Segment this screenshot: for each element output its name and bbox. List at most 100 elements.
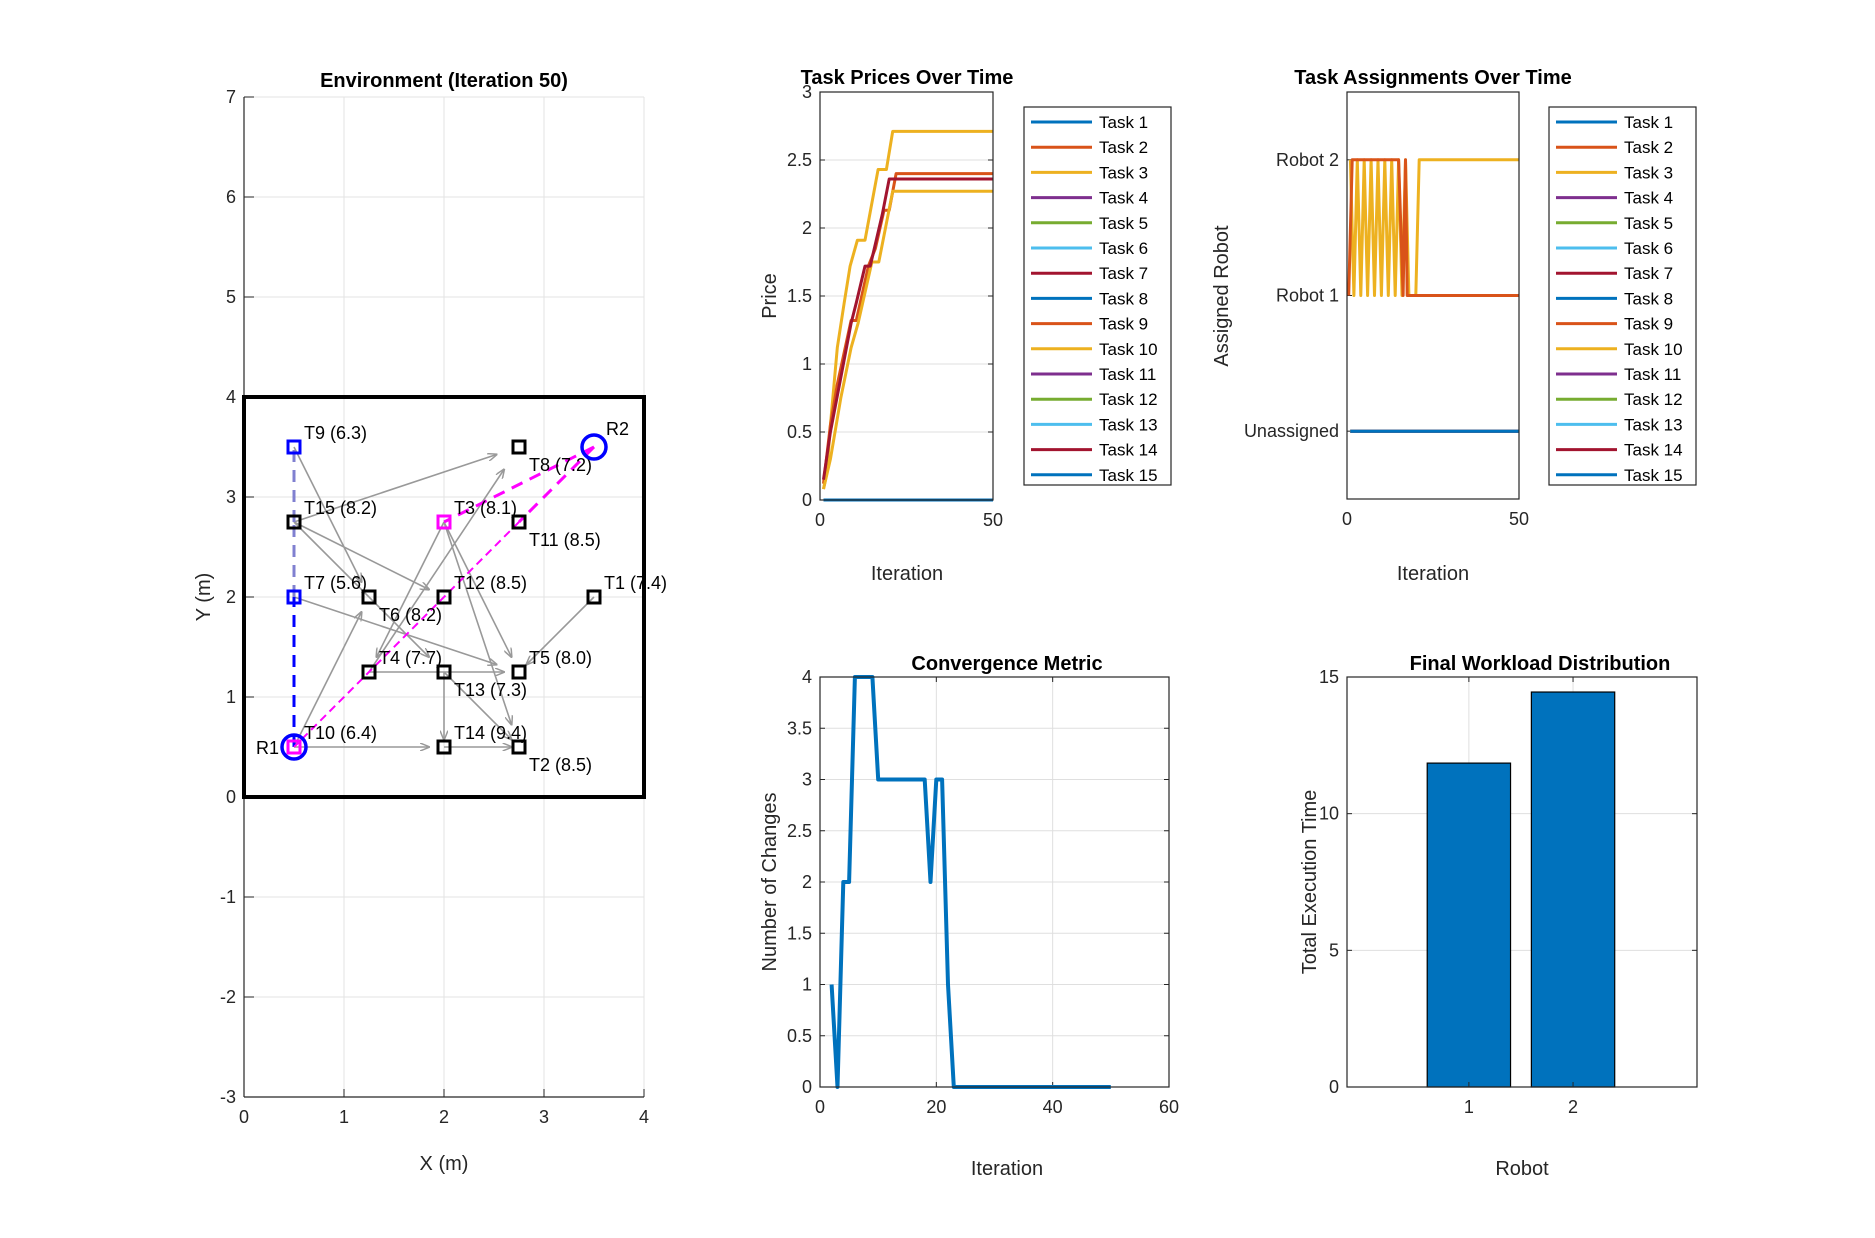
environment-ylabel: Y (m) (193, 573, 215, 622)
y-tick-label: 6 (226, 187, 236, 207)
y-tick-label: -2 (220, 987, 236, 1007)
x-tick-label: 40 (1043, 1097, 1063, 1117)
legend-entry-3: Task 3 (1624, 163, 1673, 182)
task-label-t14: T14 (9.4) (454, 723, 527, 743)
legend-entry-1: Task 1 (1624, 113, 1673, 132)
legend-entry-11: Task 11 (1624, 365, 1681, 384)
legend-entry-5: Task 5 (1624, 214, 1673, 233)
prices-plot: 0 0.5 1 1.5 2 2.5 3 0 50 Task 1 Task 2 Task 3 Task 4… (759, 67, 1172, 585)
x-tick-label: 20 (926, 1097, 946, 1117)
x-tick-label: 60 (1159, 1097, 1179, 1117)
workload-plot: 0 5 10 15 1 2 Final Workload Distribution Rob… (1299, 653, 1698, 1180)
legend-entry-2: Task 2 (1624, 138, 1673, 157)
task-label-t10: T10 (6.4) (304, 723, 377, 743)
legend-entry-14: Task 14 (1624, 441, 1683, 460)
task-sequence-arrow (293, 596, 497, 665)
task-marker-t5 (511, 664, 527, 680)
environment-plot: 0 1 2 3 4 -3 -2 -1 0 1 2 3 4 5 6 7 T1 (7.4) T2 (8.5) T3 (… (193, 70, 667, 1175)
x-tick-label: 0 (239, 1107, 249, 1127)
legend-entry-12: Task 12 (1099, 390, 1158, 409)
series-line-task-14 (822, 177, 993, 480)
legend-entry-13: Task 13 (1099, 415, 1158, 434)
y-tick-label: Robot 1 (1276, 286, 1339, 306)
y-tick-label: 1.5 (787, 923, 812, 943)
robot-marker-r1 (280, 733, 308, 761)
axes-box (819, 91, 994, 501)
y-tick-label: 1 (226, 687, 236, 707)
y-tick-label: 4 (226, 387, 236, 407)
series-line-task-9 (1347, 158, 1519, 297)
legend-entry-3: Task 3 (1099, 163, 1148, 182)
y-tick-label: 0.5 (787, 422, 812, 442)
x-tick-label: 2 (439, 1107, 449, 1127)
task-label-t15: T15 (8.2) (304, 498, 377, 518)
task-sequence-arrow (377, 521, 445, 657)
y-tick-label: 0 (1329, 1077, 1339, 1097)
task-sequence-arrow (527, 596, 595, 665)
legend-box (1023, 106, 1172, 486)
task-sequence-arrow (293, 446, 362, 582)
x-tick-label: 0 (815, 1097, 825, 1117)
workload-content: 0 5 10 15 1 2 (1319, 667, 1698, 1117)
assignments-ylabel: Assigned Robot (1211, 225, 1233, 367)
y-tick-label: 3.5 (787, 718, 812, 738)
task-label-t2: T2 (8.5) (529, 755, 592, 775)
bar-robot-1 (1426, 762, 1512, 1088)
legend-entry-15: Task 15 (1624, 466, 1683, 485)
task-marker-t1 (586, 589, 602, 605)
task-label-t13: T13 (7.3) (454, 680, 527, 700)
assignments-xlabel: Iteration (1397, 563, 1469, 585)
series-line-task-3 (1348, 158, 1519, 297)
y-tick-label: 0 (802, 1077, 812, 1097)
task-sequence-arrow (293, 521, 429, 590)
convergence-content: 00.511.522.533.540 20 40 60 (787, 667, 1179, 1117)
y-tick-label: 1 (802, 354, 812, 374)
task-marker-t2 (511, 739, 527, 755)
convergence-title: Convergence Metric (911, 653, 1102, 675)
x-tick-label: 2 (1568, 1097, 1578, 1117)
robot-marker-r2 (580, 433, 608, 461)
environment-content: T1 (7.4) T2 (8.5) T3 (8.1) T4 (7.7) T5 (8.0)… (242, 395, 667, 799)
legend-entry-7: Task 7 (1099, 264, 1148, 283)
task-label-t4: T4 (7.7) (379, 648, 442, 668)
legend-entry-10: Task 10 (1624, 340, 1683, 359)
task-sequence-arrow (293, 612, 362, 748)
legend-entry-15: Task 15 (1099, 466, 1158, 485)
legend-entry-5: Task 5 (1099, 214, 1148, 233)
y-tick-label: Unassigned (1244, 421, 1339, 441)
y-tick-label: -3 (220, 1087, 236, 1107)
task-marker-t4 (361, 664, 377, 680)
environment-xlabel: X (m) (420, 1153, 469, 1175)
workload-ylabel: Total Execution Time (1299, 790, 1321, 975)
task-sequence-arrow (443, 521, 512, 725)
legend-entry-6: Task 6 (1624, 239, 1673, 258)
legend-entry-7: Task 7 (1624, 264, 1673, 283)
robot-path-r2 (293, 521, 520, 748)
y-tick-label: 2 (802, 218, 812, 238)
legend-entry-12: Task 12 (1624, 390, 1683, 409)
y-tick-label: 5 (1329, 940, 1339, 960)
task-label-t8: T8 (7.2) (529, 455, 592, 475)
legend-entry-1: Task 1 (1099, 113, 1148, 132)
y-tick-label: 3 (802, 770, 812, 790)
legend-entry-11: Task 11 (1099, 365, 1156, 384)
legend-entry-8: Task 8 (1624, 289, 1673, 308)
legend-entry-14: Task 14 (1099, 441, 1158, 460)
robot-path-r2 (517, 445, 596, 524)
y-tick-label: 5 (226, 287, 236, 307)
y-tick-label: 4 (802, 667, 812, 687)
prices-content: 0 0.5 1 1.5 2 2.5 3 0 50 Task 1 Task 2 Task 3 Task 4… (787, 82, 1172, 530)
y-tick-label: -1 (220, 887, 236, 907)
legend-entry-4: Task 4 (1624, 189, 1673, 208)
task-marker-t3 (436, 514, 452, 530)
x-tick-label: 4 (639, 1107, 649, 1127)
y-tick-label: 2.5 (787, 150, 812, 170)
task-label-t12: T12 (8.5) (454, 573, 527, 593)
task-marker-t9 (286, 439, 302, 455)
environment-boundary (242, 395, 646, 799)
prices-title: Task Prices Over Time (801, 67, 1014, 89)
legend-entry-8: Task 8 (1099, 289, 1148, 308)
legend-entry-2: Task 2 (1099, 138, 1148, 157)
x-tick-label: 3 (539, 1107, 549, 1127)
